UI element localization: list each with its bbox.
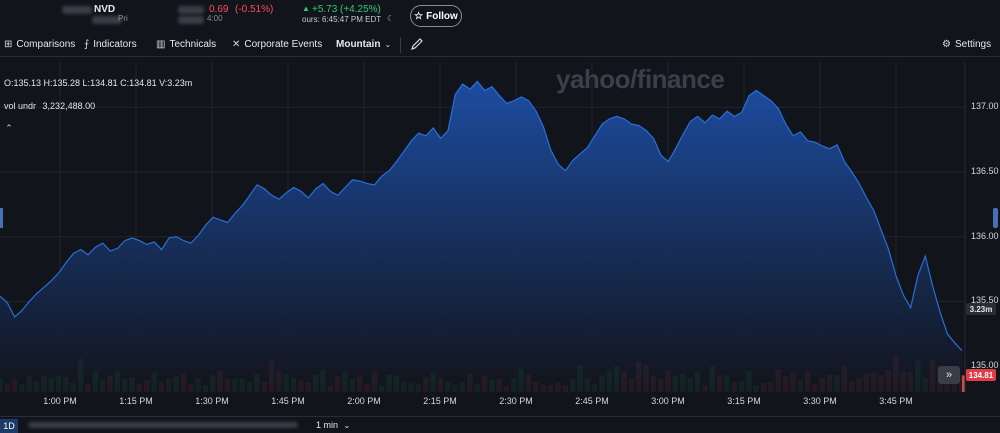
chart-type-label: Mountain <box>336 39 381 50</box>
indicators-icon: ⨍ <box>84 39 90 50</box>
moon-icon: ☾ <box>387 14 395 23</box>
technicals-label: Technicals <box>169 39 217 50</box>
interval-label: 1 min <box>316 420 339 430</box>
interval-dropdown[interactable]: 1 min ⌄ <box>316 420 350 430</box>
draw-button[interactable] <box>410 37 424 51</box>
settings-button[interactable]: ⚙ Settings <box>942 39 991 50</box>
pencil-icon <box>411 38 423 50</box>
double-chevron-right-icon: » <box>945 369 953 381</box>
x-tick-label: 2:00 PM <box>347 396 381 406</box>
x-tick-label: 2:15 PM <box>423 396 457 406</box>
x-tick-label: 3:45 PM <box>879 396 913 406</box>
follow-button[interactable]: ☆ Follow <box>410 5 462 27</box>
y-tick-label: 137.00 <box>971 101 999 112</box>
indicators-label: Indicators <box>93 39 137 50</box>
after-hours-time: ours: 6:45:47 PM EDT <box>302 15 382 24</box>
x-tick-label: 3:30 PM <box>803 396 837 406</box>
indicators-button[interactable]: ⨍ Indicators <box>84 39 137 50</box>
range-1d-button[interactable]: 1D <box>0 419 18 433</box>
volume-readout: vol undr 3,232,488.00 <box>4 101 95 111</box>
x-tick-label: 1:45 PM <box>271 396 305 406</box>
settings-label: Settings <box>954 39 992 50</box>
y-tick-label: 135.00 <box>971 360 999 371</box>
collapse-legend-button[interactable]: ⌃ <box>2 122 16 134</box>
volume-badge: 3.23m <box>966 303 996 315</box>
corporate-events-label: Corporate Events <box>244 39 323 50</box>
volume-value: 3,232,488.00 <box>42 101 96 111</box>
up-arrow-icon: ▲ <box>302 4 310 13</box>
price-badge: 134.81 <box>966 369 996 381</box>
x-tick-label: 2:30 PM <box>499 396 533 406</box>
x-tick-label: 3:00 PM <box>651 396 685 406</box>
left-scroll-handle[interactable] <box>0 208 3 228</box>
comparisons-icon: ⊞ <box>4 39 13 50</box>
comparisons-button[interactable]: ⊞ Comparisons <box>4 39 75 50</box>
chart-type-dropdown[interactable]: Mountain ⌄ <box>336 39 391 50</box>
day-change-percent: (-0.51%) <box>235 4 274 15</box>
volume-label: vol undr <box>4 101 37 111</box>
events-icon: ✕ <box>232 39 241 50</box>
price-area <box>0 81 962 393</box>
ohlc-readout: O:135.13 H:135.28 L:134.81 C:134.81 V:3.… <box>4 78 193 88</box>
gear-icon: ⚙ <box>942 39 951 50</box>
x-tick-label: 1:30 PM <box>195 396 229 406</box>
x-tick-label: 1:15 PM <box>119 396 153 406</box>
blurred-range-options <box>28 422 298 428</box>
star-icon: ☆ <box>414 10 424 22</box>
close-time: 4:00 <box>207 14 223 23</box>
after-hours-change: +5.73 <box>312 4 338 15</box>
after-hours-change-percent: (+4.25%) <box>340 4 381 15</box>
x-tick-label: 1:00 PM <box>43 396 77 406</box>
range-bar: 1D 1 min ⌄ <box>0 416 1000 433</box>
follow-label: Follow <box>426 10 458 22</box>
blurred-company-name <box>62 6 92 14</box>
chevron-up-icon: ⌃ <box>5 122 13 133</box>
y-tick-label: 135.50 <box>971 295 999 306</box>
corporate-events-button[interactable]: ✕ Corporate Events <box>232 39 322 50</box>
chevron-down-icon: ⌄ <box>343 421 351 430</box>
ticker-symbol: NVD <box>94 4 116 15</box>
y-tick-label: 136.50 <box>971 166 999 176</box>
x-tick-label: 2:45 PM <box>575 396 609 406</box>
y-tick-label: 136.00 <box>971 230 999 241</box>
right-scroll-handle[interactable] <box>993 208 998 228</box>
chart-toolbar: ⊞ Comparisons ⨍ Indicators ▥ Technicals … <box>0 34 1000 57</box>
day-change: 0.69 <box>209 4 229 15</box>
technicals-button[interactable]: ▥ Technicals <box>156 39 216 50</box>
blurred-price <box>178 6 204 14</box>
price-line <box>0 80 963 352</box>
blurred-close-label <box>92 16 122 24</box>
expand-chart-button[interactable]: » <box>938 366 960 384</box>
blurred-close-time-label <box>178 16 204 24</box>
chevron-down-icon: ⌄ <box>384 40 392 49</box>
yahoo-finance-watermark: yahoo/finance <box>556 64 725 94</box>
close-label: Pri <box>118 14 128 23</box>
comparisons-label: Comparisons <box>16 39 76 50</box>
toolbar-divider <box>400 37 401 53</box>
technicals-icon: ▥ <box>156 39 166 50</box>
quote-header: NVD Pri 0.69 (-0.51%) 4:00 ▲ +5.73 (+4.2… <box>0 0 1000 32</box>
x-tick-label: 3:15 PM <box>727 396 761 406</box>
